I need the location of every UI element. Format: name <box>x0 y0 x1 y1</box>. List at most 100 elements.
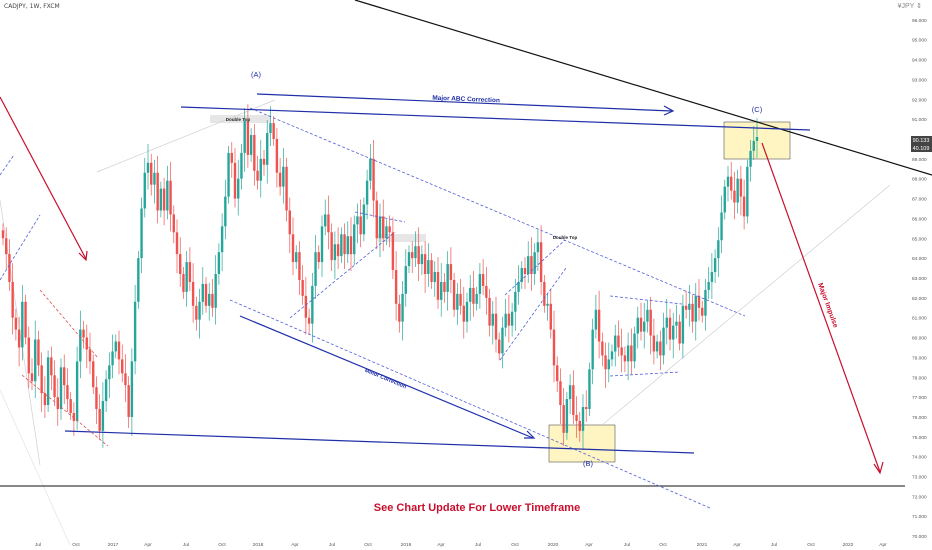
candle-body <box>169 180 172 215</box>
major-impulse-arrow <box>761 142 881 473</box>
candle-body <box>201 283 204 302</box>
candle-body <box>465 301 469 322</box>
axis-currency-selector[interactable]: ¥JPY ⇕ <box>897 3 922 10</box>
candle-body <box>214 274 217 308</box>
x-tick-label: Apr <box>437 542 445 548</box>
candle-body <box>678 321 681 344</box>
candle-body <box>282 166 285 187</box>
candle-body <box>291 234 295 263</box>
candle-body <box>185 262 188 292</box>
y-tick-label: 79.000 <box>912 355 927 361</box>
candle-body <box>111 351 114 366</box>
candle-body <box>572 385 575 415</box>
candle-body <box>594 309 598 330</box>
dashed-channel-top <box>249 107 746 317</box>
time-axis: Jul Oct 2017 Apr Jul Oct 2018 Apr Jul Oct 2019 Apr J… <box>35 542 887 548</box>
wedge-line <box>499 267 567 361</box>
candle-body <box>382 216 385 239</box>
candle-body <box>581 407 585 431</box>
candle-body <box>578 420 581 431</box>
candle-body <box>72 412 76 421</box>
candle-body <box>469 287 472 302</box>
candle-body <box>488 297 491 326</box>
candle-body <box>249 135 253 155</box>
x-tick-label: Apr <box>879 542 887 548</box>
candle-body <box>485 285 488 298</box>
x-tick-label: Oct <box>364 542 372 548</box>
candle-body <box>343 234 346 255</box>
y-tick-label: 91.000 <box>912 117 927 123</box>
candle-body <box>752 140 755 151</box>
abc-top-line <box>180 106 811 131</box>
triangle-line <box>609 295 683 305</box>
candle-body <box>717 240 720 259</box>
x-tick-label: Jul <box>624 542 630 548</box>
candle-body <box>655 341 659 352</box>
candle-body <box>327 214 330 233</box>
candle-body <box>378 216 382 239</box>
candle-body <box>723 186 726 213</box>
candle-body <box>668 317 672 340</box>
x-tick-label: Jul <box>771 542 777 548</box>
candle-body <box>230 152 233 163</box>
candle-body <box>423 254 427 275</box>
candle-body <box>433 272 436 282</box>
candle-body <box>514 291 517 312</box>
candle-body <box>659 341 662 356</box>
y-tick-label: 82.000 <box>912 296 927 302</box>
candle-body <box>66 385 69 400</box>
candle-body <box>346 236 349 255</box>
candle-body <box>353 224 356 255</box>
x-tick-label: Apr <box>291 542 299 548</box>
candle-body <box>539 242 543 282</box>
y-tick-label: 80.000 <box>912 336 927 342</box>
candle-body <box>191 281 195 306</box>
y-tick-label: 93.000 <box>912 77 927 83</box>
candle-body <box>37 339 40 366</box>
x-tick-label: Apr <box>733 542 741 548</box>
candle-body <box>275 138 279 173</box>
wedge-line <box>504 239 566 296</box>
candle-body <box>755 137 759 141</box>
wedge-line <box>289 231 396 319</box>
candle-body <box>63 367 66 386</box>
candle-body <box>198 301 201 320</box>
y-tick-label: 84.000 <box>912 256 927 262</box>
candle-body <box>50 357 53 376</box>
candle-body <box>240 152 243 179</box>
candle-body <box>681 305 685 344</box>
wave-b-box <box>548 424 616 463</box>
candle-body <box>523 268 527 275</box>
candle-body <box>243 121 246 153</box>
candle-body <box>143 172 146 209</box>
candle-body <box>150 162 153 185</box>
current-price-value: 90.133 <box>913 138 930 144</box>
candle-body <box>688 303 691 310</box>
candle-body <box>684 305 688 310</box>
candle-body <box>436 272 440 300</box>
y-tick-label: 86.000 <box>912 216 927 222</box>
candle-body <box>639 317 643 332</box>
candle-body <box>179 254 182 275</box>
candle-body <box>79 329 82 362</box>
candle-body <box>630 345 633 362</box>
candle-body <box>407 252 411 267</box>
candle-body <box>675 321 678 326</box>
candle-body <box>272 123 275 139</box>
candle-body <box>707 281 710 290</box>
candle-body <box>562 405 565 433</box>
secondary-price-value: 40.109 <box>913 146 930 152</box>
candle-body <box>749 150 752 167</box>
candle-body <box>362 204 366 235</box>
candle-body <box>730 176 733 191</box>
candle-body <box>5 238 8 255</box>
candle-body <box>108 365 111 380</box>
x-tick-label: Apr <box>585 542 593 548</box>
abc-bottom-line <box>64 430 695 454</box>
candle-body <box>610 351 614 360</box>
candle-body <box>517 281 520 292</box>
x-tick-label: 2022 <box>843 542 854 548</box>
major-abc-arrow <box>256 93 673 112</box>
candle-body <box>549 303 552 330</box>
